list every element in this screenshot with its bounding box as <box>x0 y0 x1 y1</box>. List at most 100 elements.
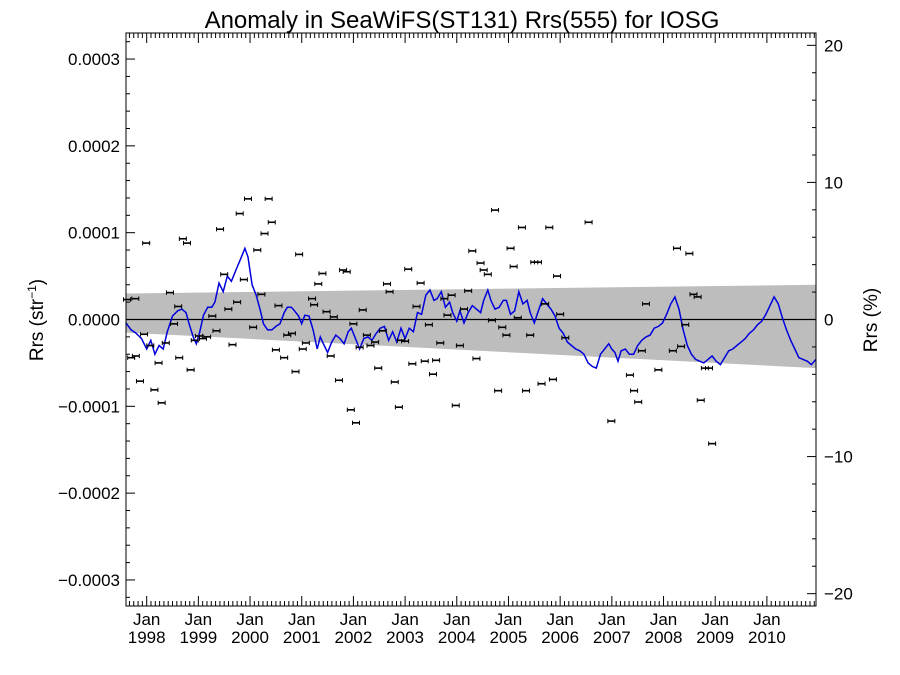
data-point <box>625 372 634 378</box>
y-axis-left-label-superscript: −1 <box>25 285 39 299</box>
x-tick-label-month: Jan <box>546 610 573 629</box>
data-point <box>681 322 690 327</box>
data-point <box>522 388 531 393</box>
data-point <box>494 388 503 393</box>
data-point <box>541 301 550 307</box>
data-point <box>637 348 646 353</box>
data-point <box>135 378 144 384</box>
plot-area: 0.0003 0.0002 0.0001 0.0000 −0.0001 −0.0002 −0… <box>58 32 853 647</box>
data-point <box>498 325 507 330</box>
data-point <box>460 306 469 312</box>
data-point <box>326 353 335 359</box>
x-tick-label-year: 2004 <box>438 628 476 647</box>
data-point <box>404 266 413 272</box>
x-tick-label-year: 2001 <box>283 628 321 647</box>
data-point <box>260 231 269 236</box>
data-point <box>233 299 242 305</box>
x-tick-label-month: Jan <box>236 610 263 629</box>
data-point <box>352 420 360 426</box>
data-point <box>157 400 166 406</box>
y-right-tick-label: −10 <box>824 448 853 467</box>
data-point <box>420 358 429 364</box>
y-axis-left-label: Rrs (str−1) <box>25 279 48 361</box>
data-point <box>208 313 217 319</box>
data-point <box>502 332 511 338</box>
data-point <box>203 334 212 340</box>
data-point <box>329 314 338 320</box>
data-point <box>708 441 717 446</box>
data-point <box>257 292 266 297</box>
data-point <box>280 355 289 360</box>
data-point <box>374 365 383 371</box>
data-point <box>451 403 460 408</box>
data-point <box>677 344 686 349</box>
data-point <box>705 365 714 371</box>
x-tick-label-year: 1998 <box>128 628 166 647</box>
data-point <box>394 404 403 410</box>
data-point <box>378 328 387 333</box>
data-point <box>267 220 276 225</box>
data-point <box>224 306 233 312</box>
data-point <box>513 315 522 320</box>
data-point <box>314 281 323 287</box>
x-tick-label-year: 2003 <box>386 628 424 647</box>
data-point <box>432 358 441 363</box>
data-point <box>228 342 237 347</box>
data-point <box>310 302 319 307</box>
data-point <box>235 211 244 216</box>
data-point <box>537 381 546 386</box>
data-point <box>371 339 380 345</box>
data-point <box>298 346 307 352</box>
data-point <box>131 296 140 301</box>
data-point <box>553 273 562 279</box>
data-point <box>140 332 149 337</box>
data-point <box>526 332 535 338</box>
data-point <box>186 367 195 373</box>
data-point <box>584 220 593 225</box>
data-point <box>355 345 364 350</box>
data-point <box>464 288 473 294</box>
series-line-blue <box>125 246 817 370</box>
data-point <box>264 196 273 202</box>
y-left-tick-label: −0.0003 <box>58 571 120 590</box>
data-point <box>412 304 421 309</box>
data-point <box>366 343 375 348</box>
data-point <box>146 343 155 348</box>
data-point <box>170 321 179 327</box>
x-tick-label-year: 1999 <box>179 628 217 647</box>
x-tick-label-year: 2009 <box>696 628 734 647</box>
x-tick-label-month: Jan <box>702 610 729 629</box>
data-point <box>685 251 694 256</box>
x-tick-label-month: Jan <box>185 610 212 629</box>
data-point <box>630 388 639 393</box>
data-point <box>472 356 481 361</box>
y-left-tick-label: 0.0000 <box>68 311 120 330</box>
data-point <box>517 225 526 230</box>
data-point <box>416 280 425 286</box>
data-point <box>468 248 477 254</box>
data-point <box>220 272 229 277</box>
x-tick-label-month: Jan <box>133 610 160 629</box>
data-point <box>436 340 445 346</box>
data-point <box>358 307 367 313</box>
data-point <box>429 371 438 377</box>
x-tick-label-year: 2005 <box>490 628 528 647</box>
data-point <box>349 321 358 327</box>
data-point <box>548 377 557 382</box>
data-point <box>447 292 456 298</box>
data-point <box>342 269 351 274</box>
data-point <box>216 227 225 232</box>
data-point <box>291 369 300 374</box>
x-tick-label-year: 2010 <box>748 628 786 647</box>
x-tick-label-month: Jan <box>650 610 677 629</box>
data-point <box>308 296 317 301</box>
data-point <box>334 378 343 383</box>
data-point <box>390 379 399 385</box>
y-left-tick-label: −0.0002 <box>58 484 120 503</box>
x-tick-label-month: Jan <box>391 610 418 629</box>
data-point <box>194 333 203 339</box>
data-point <box>346 407 355 412</box>
data-point <box>607 418 616 424</box>
data-point <box>455 343 464 348</box>
y-right-tick-label: 20 <box>824 36 843 55</box>
